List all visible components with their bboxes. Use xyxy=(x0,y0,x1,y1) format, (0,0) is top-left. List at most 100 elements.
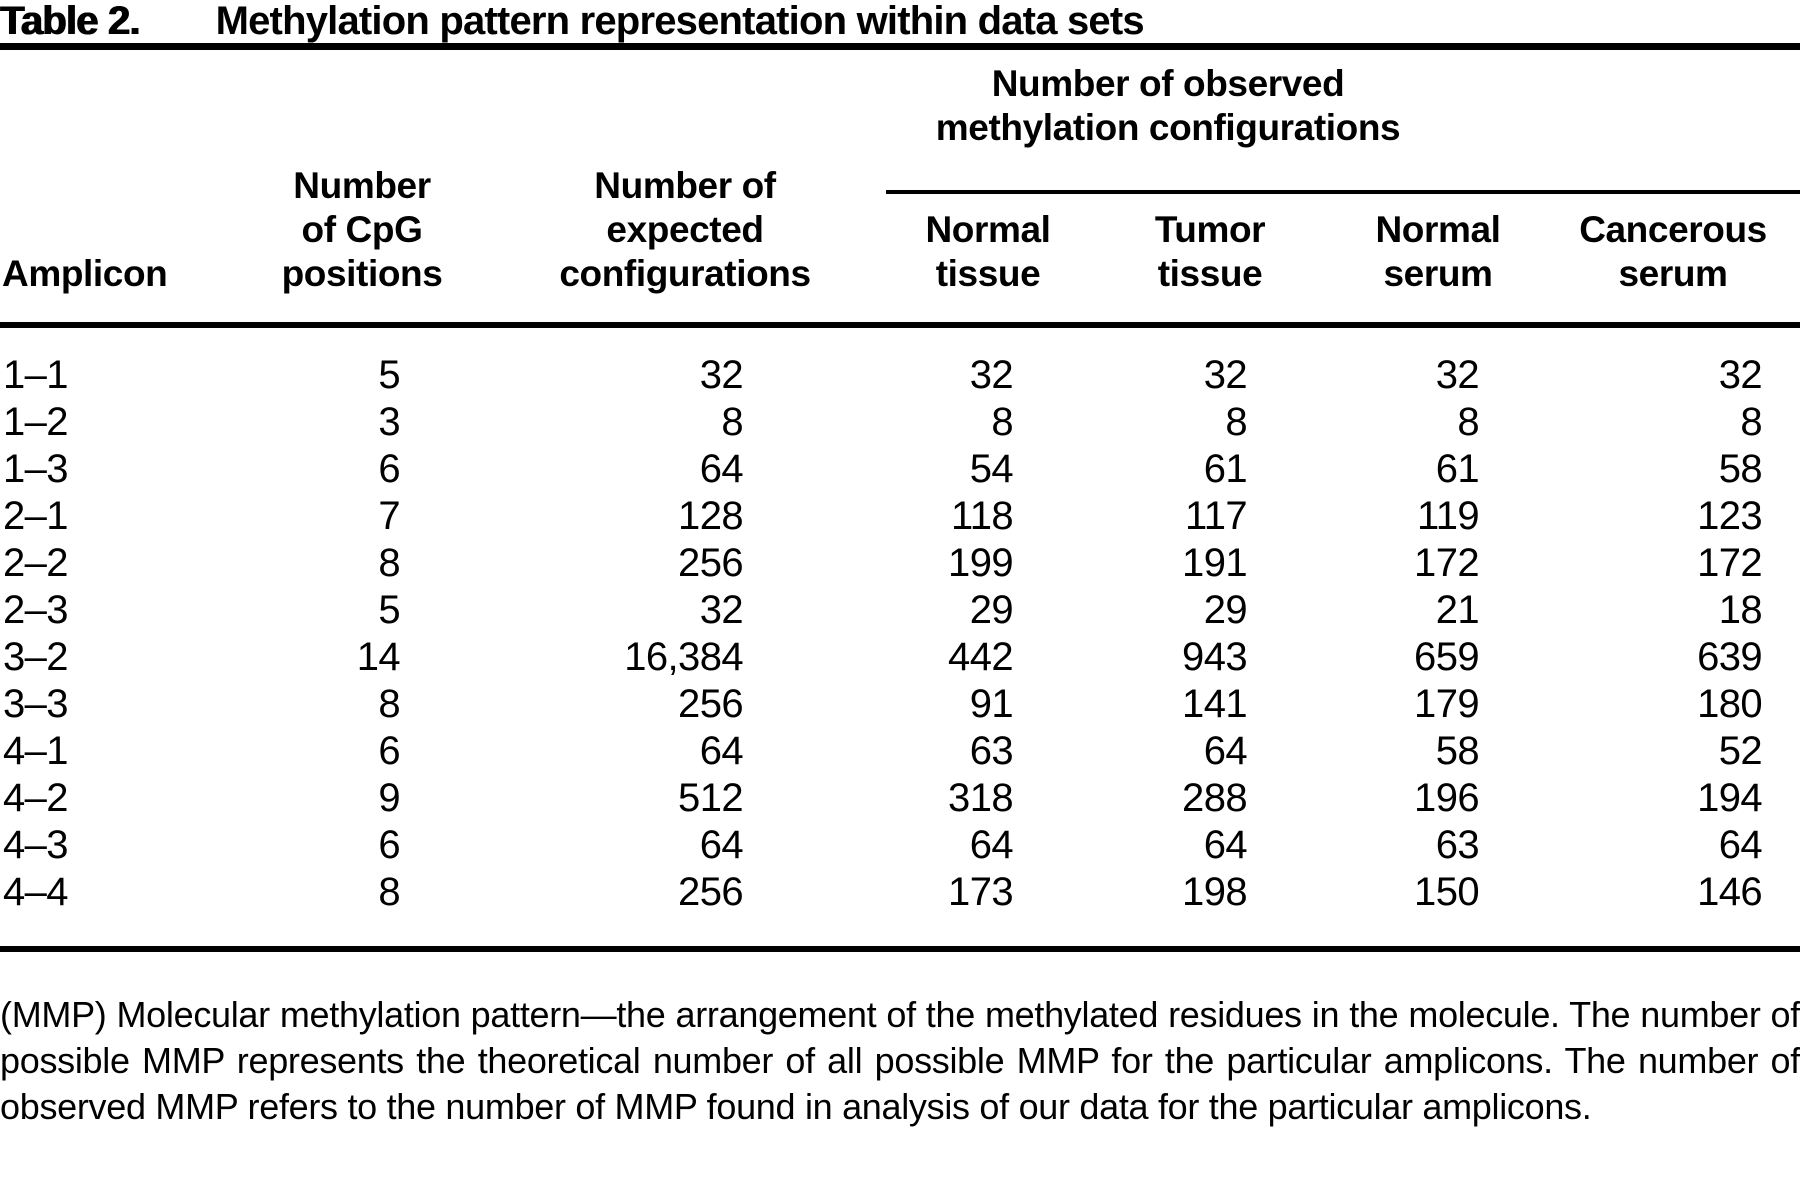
cpg-cell: 6 xyxy=(378,823,400,867)
cancerous-serum-cell: 64 xyxy=(1718,823,1763,867)
cpg-cell: 8 xyxy=(378,682,400,726)
header-line: serum xyxy=(1383,253,1493,294)
cancerous-serum-cell: 18 xyxy=(1718,588,1763,632)
normal-serum-cell: 8 xyxy=(1457,400,1479,444)
table-row: 3–2 14 16,384 442 943 659 639 xyxy=(0,634,1800,681)
expected-cell: 16,384 xyxy=(624,635,743,679)
normal-serum-cell: 150 xyxy=(1330,869,1546,952)
group-header-observed-configurations: Number of observed methylation configura… xyxy=(886,50,1800,194)
expected-cell: 512 xyxy=(678,776,744,820)
col-header-cpg-positions: Number of CpG positions xyxy=(240,50,484,328)
tumor-tissue-cell: 943 xyxy=(1182,635,1248,679)
col-header-amplicon: Amplicon xyxy=(0,50,240,328)
expected-cell: 64 xyxy=(699,729,744,773)
expected-cell: 64 xyxy=(699,447,744,491)
normal-serum-cell: 21 xyxy=(1435,588,1480,632)
header-row-group: Amplicon Number of CpG positions Number … xyxy=(0,50,1800,328)
normal-serum-cell: 172 xyxy=(1414,541,1480,585)
tumor-tissue-cell: 32 xyxy=(1203,353,1248,397)
table-row: 3–3 8 256 91 141 179 180 xyxy=(0,681,1800,728)
amplicon-cell: 1–1 xyxy=(3,353,69,397)
cpg-cell: 6 xyxy=(378,447,400,491)
cpg-cell: 3 xyxy=(378,400,400,444)
header-line: expected xyxy=(606,209,764,250)
expected-cell: 256 xyxy=(484,869,886,952)
col-header-expected-configurations: Number of expected configurations xyxy=(484,50,886,328)
header-line: Number xyxy=(293,165,431,206)
amplicon-cell: 3–3 xyxy=(3,682,69,726)
table-title-text: Methylation pattern representation withi… xyxy=(215,0,1145,43)
tumor-tissue-cell: 117 xyxy=(1185,494,1248,538)
table-number-label: Table 2. xyxy=(0,0,140,43)
table-row: 4–4 8 256 173 198 150 146 xyxy=(0,869,1800,952)
cpg-cell: 5 xyxy=(378,588,400,632)
cpg-cell: 8 xyxy=(378,541,400,585)
cancerous-serum-cell: 172 xyxy=(1697,541,1763,585)
title-rule xyxy=(0,43,1800,50)
cancerous-serum-cell: 146 xyxy=(1546,869,1800,952)
cancerous-serum-cell: 639 xyxy=(1697,635,1763,679)
header-row-sub: Normal tissue Tumor tissue Normal serum … xyxy=(0,192,1800,328)
header-line: Number of xyxy=(594,165,776,206)
cancerous-serum-cell: 194 xyxy=(1697,776,1763,820)
col-header-normal-serum: Normal serum xyxy=(1330,192,1546,328)
cancerous-serum-cell: 32 xyxy=(1718,353,1763,397)
col-header-tumor-tissue: Tumor tissue xyxy=(1090,192,1330,328)
table-row: 2–1 7 128 118 117 119 123 xyxy=(0,493,1800,540)
table-row: 1–3 6 64 54 61 61 58 xyxy=(0,446,1800,493)
cancerous-serum-cell: 52 xyxy=(1718,729,1763,773)
normal-serum-cell: 63 xyxy=(1435,823,1480,867)
expected-cell: 32 xyxy=(699,353,744,397)
tumor-tissue-cell: 64 xyxy=(1203,823,1248,867)
normal-tissue-cell: 54 xyxy=(969,447,1014,491)
expected-cell: 256 xyxy=(678,541,744,585)
table-row: 2–3 5 32 29 29 21 18 xyxy=(0,587,1800,634)
cpg-cell: 5 xyxy=(378,353,400,397)
amplicon-cell: 4–3 xyxy=(3,823,69,867)
amplicon-cell: 2–2 xyxy=(3,541,69,585)
tumor-tissue-cell: 64 xyxy=(1203,729,1248,773)
cpg-cell: 14 xyxy=(356,635,401,679)
normal-tissue-cell: 318 xyxy=(948,776,1014,820)
normal-tissue-cell: 29 xyxy=(969,588,1014,632)
amplicon-cell: 4–4 xyxy=(0,869,240,952)
table-row: 4–1 6 64 63 64 58 52 xyxy=(0,728,1800,775)
header-line: of CpG xyxy=(301,209,423,250)
amplicon-cell: 4–1 xyxy=(3,729,69,773)
header-line: Number of observed xyxy=(991,63,1345,104)
normal-serum-cell: 32 xyxy=(1435,353,1480,397)
data-table: Amplicon Number of CpG positions Number … xyxy=(0,50,1800,952)
cpg-cell: 9 xyxy=(378,776,400,820)
tumor-tissue-cell: 141 xyxy=(1182,682,1248,726)
header-line: Tumor xyxy=(1154,209,1266,250)
col-header-normal-tissue: Normal tissue xyxy=(886,192,1090,328)
normal-tissue-cell: 63 xyxy=(969,729,1014,773)
expected-cell: 8 xyxy=(721,400,743,444)
header-line: Cancerous xyxy=(1579,209,1767,250)
normal-tissue-cell: 442 xyxy=(948,635,1014,679)
amplicon-cell: 2–1 xyxy=(3,494,69,538)
normal-tissue-cell: 91 xyxy=(969,682,1014,726)
header-line: Normal xyxy=(1375,209,1501,250)
tumor-tissue-cell: 61 xyxy=(1203,447,1248,491)
table-row: 2–2 8 256 199 191 172 172 xyxy=(0,540,1800,587)
header-line: tissue xyxy=(935,253,1041,294)
amplicon-cell: 4–2 xyxy=(3,776,69,820)
header-line: configurations xyxy=(559,253,811,294)
header-line: Normal xyxy=(925,209,1051,250)
table-row: 1–1 5 32 32 32 32 32 xyxy=(0,325,1800,399)
amplicon-cell: 2–3 xyxy=(3,588,69,632)
cancerous-serum-cell: 180 xyxy=(1697,682,1763,726)
tumor-tissue-cell: 29 xyxy=(1203,588,1248,632)
table-header: Amplicon Number of CpG positions Number … xyxy=(0,50,1800,328)
cancerous-serum-cell: 8 xyxy=(1740,400,1763,444)
header-line: methylation configurations xyxy=(935,107,1401,148)
amplicon-cell: 1–3 xyxy=(3,447,69,491)
expected-cell: 128 xyxy=(678,494,744,538)
normal-tissue-cell: 64 xyxy=(969,823,1014,867)
tumor-tissue-cell: 8 xyxy=(1225,400,1247,444)
tumor-tissue-cell: 288 xyxy=(1182,776,1248,820)
normal-tissue-cell: 199 xyxy=(948,541,1014,585)
tumor-tissue-cell: 191 xyxy=(1182,541,1248,585)
normal-tissue-cell: 118 xyxy=(951,494,1014,538)
